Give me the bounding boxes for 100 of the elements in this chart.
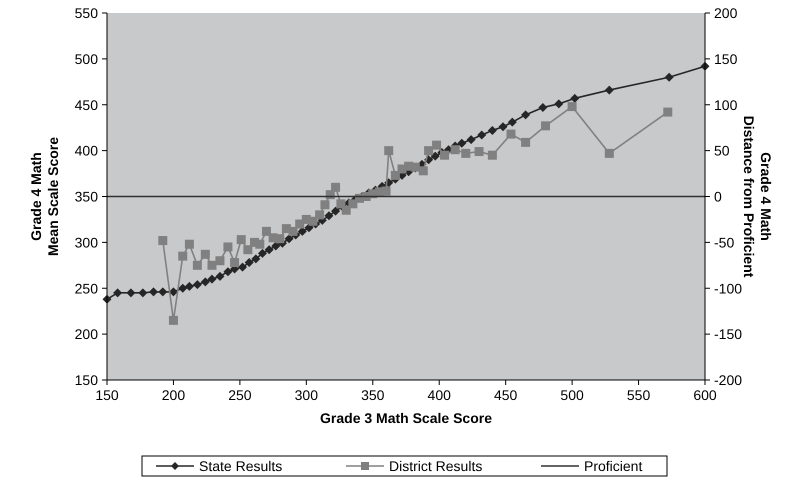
point xyxy=(466,135,476,144)
legend-label: State Results xyxy=(199,458,282,474)
point xyxy=(168,316,178,325)
y-tick-label: 500 xyxy=(74,50,98,67)
point xyxy=(315,210,324,220)
x-tick-label: 350 xyxy=(361,387,385,403)
point xyxy=(275,234,284,244)
y-tick-label: 300 xyxy=(74,234,98,250)
y2-tick-label: -150 xyxy=(714,326,742,342)
point xyxy=(200,277,210,286)
y2-tick-label: -100 xyxy=(714,280,742,296)
point xyxy=(506,130,516,139)
point xyxy=(230,258,240,268)
x-tick-label: 500 xyxy=(560,387,584,403)
point xyxy=(215,272,224,281)
point xyxy=(284,234,294,244)
x-axis-title: Grade 3 Math Scale Score xyxy=(320,410,492,426)
point xyxy=(331,206,340,216)
point xyxy=(538,103,548,112)
point xyxy=(474,147,484,156)
y2-tick-label: -200 xyxy=(714,372,742,388)
y-tick-label: 250 xyxy=(74,280,98,296)
point xyxy=(457,138,466,148)
point xyxy=(508,118,517,127)
point xyxy=(382,186,391,196)
point xyxy=(258,248,267,258)
point xyxy=(521,138,530,147)
point xyxy=(331,182,340,192)
point xyxy=(223,267,232,276)
point xyxy=(568,102,577,112)
y2-axis-title: Grade 4 Math Distance from Proficient xyxy=(741,116,774,278)
x-tick-label: 200 xyxy=(162,387,186,403)
point xyxy=(113,288,122,298)
point xyxy=(604,86,614,95)
point xyxy=(184,240,194,249)
point xyxy=(238,262,248,272)
point xyxy=(554,99,564,108)
point xyxy=(158,236,168,246)
x-tick-label: 150 xyxy=(95,387,119,403)
y-tick-label: 150 xyxy=(74,372,98,388)
point xyxy=(308,216,318,226)
point xyxy=(664,72,674,82)
point xyxy=(255,240,264,249)
point xyxy=(288,226,298,236)
x-tick-label: 550 xyxy=(626,387,650,403)
y2-tick-label: 200 xyxy=(714,5,738,21)
point xyxy=(488,126,497,135)
point xyxy=(424,146,434,156)
point xyxy=(149,287,158,296)
point xyxy=(192,260,202,270)
y2-tick-label: 150 xyxy=(714,50,738,67)
point xyxy=(477,130,486,140)
point xyxy=(262,226,271,236)
point xyxy=(541,121,550,130)
legend-label: Proficient xyxy=(584,458,642,474)
point xyxy=(178,252,188,261)
point xyxy=(663,108,672,117)
point xyxy=(570,94,580,103)
point xyxy=(215,256,224,266)
point xyxy=(384,146,394,156)
y-tick-label: 350 xyxy=(74,188,98,204)
point xyxy=(223,242,232,252)
point xyxy=(271,242,280,251)
y2-tick-label: 50 xyxy=(714,142,730,159)
point xyxy=(158,287,168,296)
y2-tick-label: 0 xyxy=(714,188,722,204)
point xyxy=(236,235,246,244)
point xyxy=(430,152,440,161)
point xyxy=(461,148,470,158)
point xyxy=(244,258,254,268)
point xyxy=(207,260,216,270)
x-tick-label: 250 xyxy=(228,387,252,403)
point xyxy=(432,140,442,150)
x-tick-label: 450 xyxy=(494,387,518,403)
point xyxy=(488,150,497,160)
point xyxy=(251,254,260,264)
point xyxy=(521,110,530,120)
point xyxy=(264,245,274,254)
point xyxy=(418,166,428,176)
point xyxy=(200,250,210,259)
y2-tick-label: 100 xyxy=(714,96,738,113)
point xyxy=(178,284,188,293)
x-tick-label: 300 xyxy=(294,387,318,403)
y-tick-label: 400 xyxy=(74,142,98,159)
y2-tick-label: -50 xyxy=(714,234,734,250)
y-tick-label: 200 xyxy=(74,326,98,342)
point xyxy=(243,245,252,254)
point xyxy=(138,288,148,298)
point xyxy=(440,150,450,160)
point xyxy=(390,170,400,180)
point xyxy=(320,200,330,210)
point xyxy=(604,148,614,158)
point xyxy=(342,206,351,215)
x-tick-label: 400 xyxy=(428,387,452,403)
point xyxy=(184,282,194,291)
point xyxy=(192,280,202,290)
y-tick-label: 450 xyxy=(74,96,98,113)
point xyxy=(498,122,508,132)
y-tick-label: 550 xyxy=(74,5,98,21)
point xyxy=(324,211,334,220)
